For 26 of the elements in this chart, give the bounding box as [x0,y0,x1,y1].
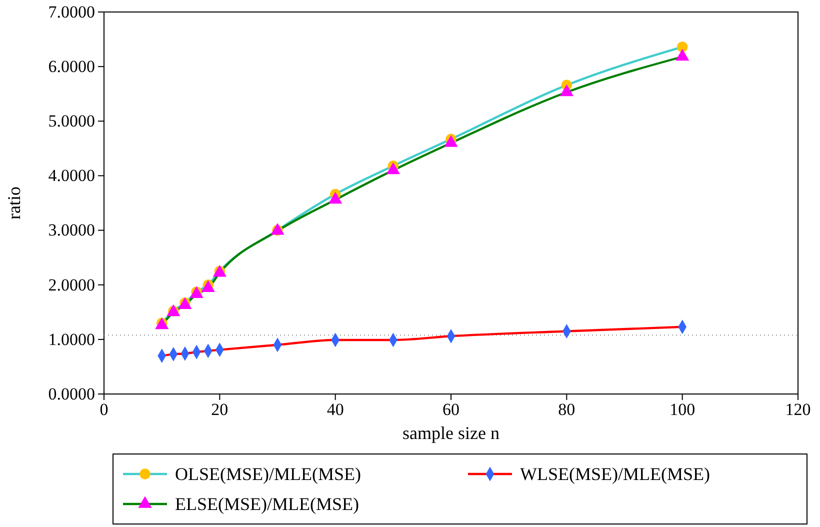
point [444,135,458,147]
y-tick-label: 4.0000 [48,166,95,186]
x-tick-label: 40 [326,400,344,420]
x-tick-label: 60 [442,400,460,420]
y-tick-label: 5.0000 [48,112,95,131]
legend-label: OLSE(MSE)/MLE(MSE) [175,464,361,484]
y-tick-label: 2.0000 [48,275,95,294]
y-tick-label: 0.0000 [48,384,95,404]
point [328,192,342,204]
legend-label: WLSE(MSE)/MLE(MSE) [520,464,710,484]
point [386,162,400,174]
legend-label: ELSE(MSE)/MLE(MSE) [175,494,359,514]
point [676,42,688,52]
point [676,48,690,61]
x-tick-label: 0 [100,400,108,420]
y-axis-title: ratio [4,186,24,220]
y-tick-label: 3.0000 [48,220,95,240]
y-tick-label: 6.0000 [48,57,95,76]
point [560,84,574,96]
x-tick-label: 20 [211,400,228,420]
x-tick-label: 100 [670,400,696,420]
x-tick-label: 80 [558,400,576,420]
y-tick-label: 1.0000 [48,330,95,349]
y-tick-label: 7.0000 [48,2,95,22]
x-axis-title: sample size n [402,423,500,443]
x-tick-label: 120 [785,400,811,420]
